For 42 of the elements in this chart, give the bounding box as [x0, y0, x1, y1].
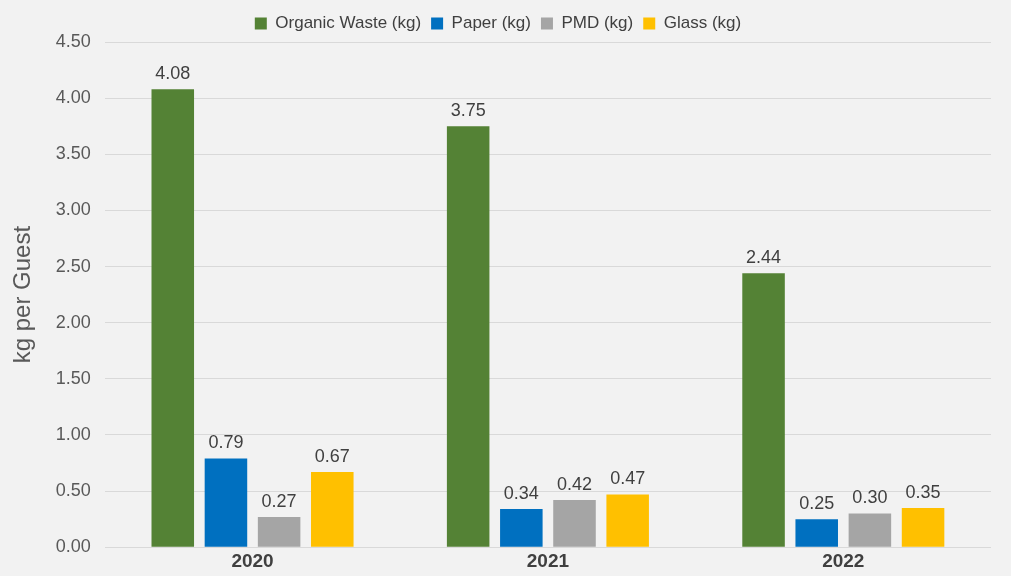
- data-label: 0.79: [208, 432, 244, 453]
- bar: [500, 509, 543, 547]
- bar: [151, 89, 195, 547]
- bar: [901, 507, 945, 547]
- data-label: 4.08: [155, 63, 191, 84]
- data-label: 0.34: [503, 483, 539, 503]
- data-label: 0.35: [905, 481, 941, 502]
- data-label: 2.44: [746, 247, 782, 268]
- bar: [446, 126, 490, 547]
- data-label: 0.47: [610, 468, 646, 489]
- y-tick-label: 4.50: [55, 30, 91, 51]
- y-tick-label: 0.00: [55, 536, 91, 557]
- bar: [742, 273, 785, 547]
- bar: [204, 458, 248, 547]
- bar: [848, 513, 892, 547]
- x-tick-label: 2021: [526, 549, 570, 571]
- data-label: 0.25: [799, 493, 835, 514]
- data-label: 0.42: [556, 474, 593, 495]
- y-axis-title: kg per Guest: [8, 225, 36, 364]
- data-label: 0.27: [261, 490, 297, 511]
- x-tick-label: 2022: [822, 549, 865, 571]
- y-tick-label: 3.00: [55, 199, 91, 220]
- y-tick-label: 1.00: [55, 423, 91, 444]
- y-tick-label: 2.50: [55, 255, 91, 276]
- y-tick-label: 1.50: [55, 367, 91, 388]
- x-tick-label: 2020: [231, 549, 274, 571]
- data-label: 0.67: [314, 445, 350, 466]
- data-label: 0.30: [852, 487, 888, 508]
- bar: [311, 471, 354, 547]
- y-tick-label: 2.00: [55, 311, 91, 332]
- legend-label: Paper (kg): [451, 13, 531, 33]
- legend-label: Organic Waste (kg): [275, 13, 422, 33]
- y-tick-label: 4.00: [55, 87, 91, 108]
- bar: [553, 500, 596, 547]
- y-tick-label: 0.50: [55, 480, 91, 501]
- bar: [795, 519, 838, 547]
- y-tick-label: 3.50: [55, 143, 91, 164]
- legend-label: Glass (kg): [663, 13, 742, 33]
- legend-label: PMD (kg): [561, 13, 634, 33]
- data-label: 3.75: [450, 100, 486, 121]
- bar: [257, 516, 301, 547]
- bar: [606, 494, 649, 547]
